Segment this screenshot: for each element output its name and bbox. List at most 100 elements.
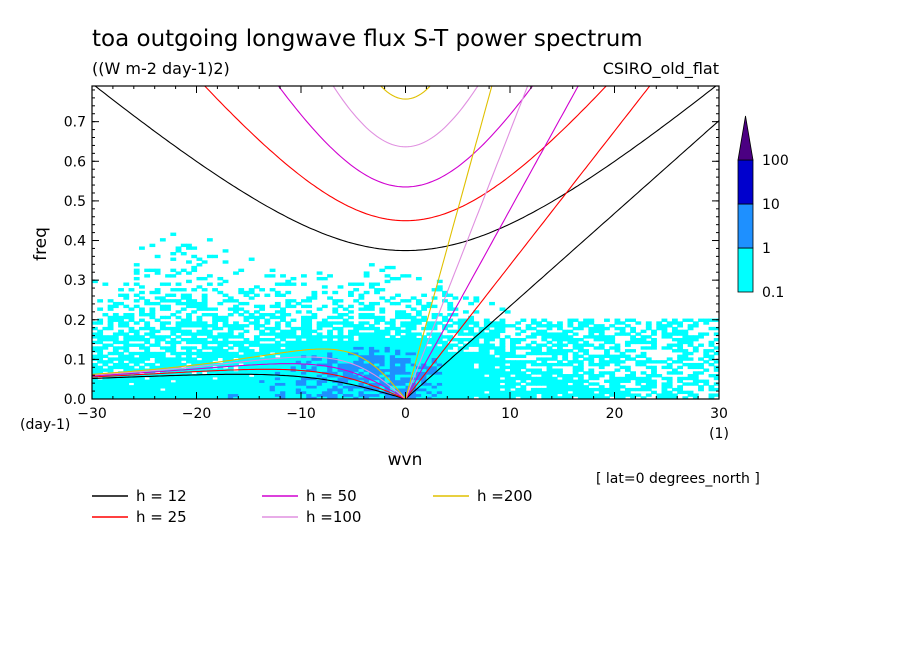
spectrum-cell	[238, 354, 245, 358]
spectrum-cell	[123, 321, 130, 325]
spectrum-cell	[170, 257, 177, 261]
spectrum-cell	[321, 365, 328, 370]
spectrum-cell	[588, 393, 595, 397]
spectrum-cell	[165, 385, 171, 389]
spectrum-cell	[426, 337, 433, 342]
spectrum-cell	[557, 321, 563, 325]
spectrum-cell	[196, 371, 203, 375]
spectrum-cell	[562, 382, 569, 386]
kelvin-wave-curve	[404, 86, 529, 399]
spectrum-cell	[510, 340, 516, 345]
spectrum-cell	[191, 288, 198, 292]
spectrum-cell	[358, 337, 365, 342]
spectrum-cell	[572, 357, 579, 361]
spectrum-cell	[645, 382, 652, 386]
spectrum-cell	[614, 354, 621, 358]
spectrum-cell	[363, 337, 370, 342]
spectrum-cell	[269, 268, 276, 273]
spectrum-cell	[311, 365, 318, 370]
spectrum-cell	[395, 376, 401, 381]
spectrum-cell	[368, 390, 375, 395]
spectrum-cell	[159, 365, 166, 370]
spectrum-cell	[253, 387, 260, 392]
spectrum-cell	[301, 299, 307, 303]
spectrum-cell	[671, 387, 678, 392]
spectrum-cell	[562, 357, 569, 361]
spectrum-cell	[301, 390, 307, 395]
spectrum-cell	[431, 393, 438, 397]
spectrum-cell	[170, 232, 177, 236]
spectrum-cell	[692, 335, 699, 339]
spectrum-cell	[186, 299, 192, 303]
spectrum-cell	[144, 326, 151, 331]
spectrum-cell	[358, 343, 365, 347]
spectrum-cell	[306, 374, 313, 378]
spectrum-cell	[97, 337, 104, 342]
spectrum-cell	[253, 376, 260, 381]
spectrum-cell	[327, 362, 333, 367]
spectrum-cell	[227, 324, 234, 328]
spectrum-cell	[196, 351, 203, 356]
spectrum-cell	[201, 301, 208, 306]
spectrum-cell	[92, 321, 98, 325]
spectrum-cell	[395, 374, 401, 378]
spectrum-cell	[358, 357, 365, 361]
spectrum-cell	[175, 321, 182, 325]
spectrum-cell	[379, 368, 386, 372]
spectrum-cell	[588, 318, 595, 322]
spectrum-cell	[290, 340, 297, 345]
spectrum-cell	[442, 387, 448, 392]
spectrum-cell	[645, 376, 652, 381]
spectrum-cell	[342, 382, 349, 386]
spectrum-cell	[243, 357, 250, 361]
spectrum-cell	[447, 396, 454, 399]
spectrum-cell	[536, 362, 542, 367]
spectrum-cell	[154, 268, 161, 273]
spectrum-cell	[259, 349, 266, 353]
spectrum-cell	[149, 396, 156, 399]
spectrum-cell	[243, 379, 250, 383]
spectrum-cell	[410, 387, 417, 392]
spectrum-cell	[274, 385, 281, 389]
spectrum-cell	[572, 360, 579, 364]
spectrum-cell	[609, 335, 616, 339]
spectrum-cell	[478, 354, 485, 358]
spectrum-cell	[583, 396, 589, 399]
spectrum-cell	[489, 332, 495, 336]
spectrum-cell	[489, 321, 495, 325]
spectrum-cell	[233, 351, 239, 356]
spectrum-cell	[180, 390, 187, 395]
spectrum-cell	[201, 365, 208, 370]
spectrum-cell	[196, 390, 203, 395]
spectrum-cell	[661, 387, 668, 392]
spectrum-cell	[677, 360, 684, 364]
spectrum-cell	[311, 296, 318, 300]
spectrum-cell	[384, 354, 391, 358]
spectrum-cell	[499, 362, 506, 367]
spectrum-cell	[520, 365, 527, 370]
spectrum-cell	[583, 335, 589, 339]
spectrum-cell	[154, 335, 161, 339]
spectrum-cell	[311, 340, 318, 345]
spectrum-cell	[436, 340, 443, 345]
spectrum-cell	[97, 307, 104, 311]
spectrum-cell	[337, 351, 344, 356]
spectrum-cell	[640, 385, 647, 389]
spectrum-cell	[431, 390, 438, 395]
spectrum-cell	[159, 357, 166, 361]
spectrum-cell	[583, 318, 589, 322]
spectrum-cell	[510, 349, 516, 353]
spectrum-cell	[692, 349, 699, 353]
spectrum-cell	[698, 379, 704, 383]
spectrum-cell	[186, 296, 192, 300]
spectrum-cell	[363, 315, 370, 320]
spectrum-cell	[598, 387, 605, 392]
spectrum-cell	[97, 354, 104, 358]
spectrum-cell	[614, 326, 621, 331]
spectrum-cell	[337, 371, 344, 375]
spectrum-cell	[541, 329, 548, 334]
spectrum-cell	[290, 390, 297, 395]
spectrum-cell	[123, 385, 130, 389]
spectrum-cell	[462, 390, 469, 395]
spectrum-cell	[457, 329, 464, 334]
